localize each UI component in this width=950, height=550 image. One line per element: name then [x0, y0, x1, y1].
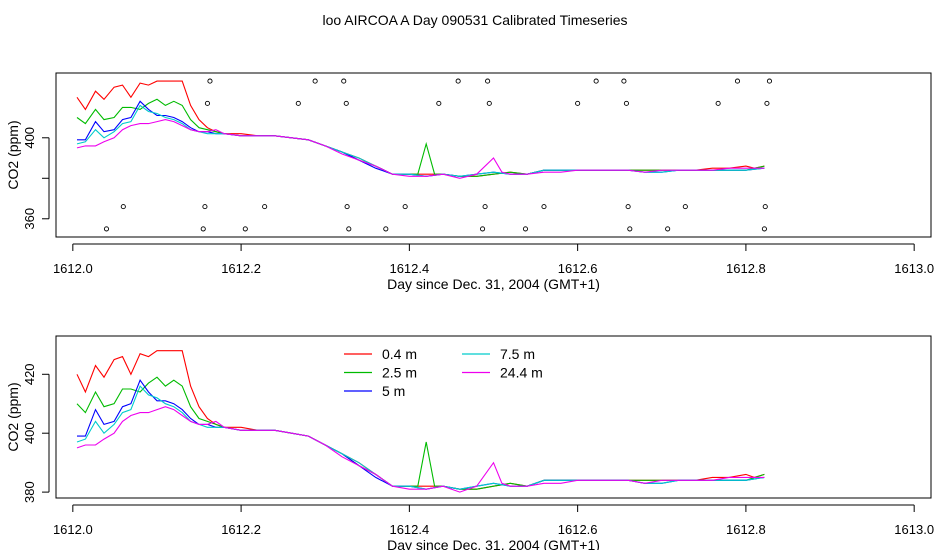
sample-marker — [665, 226, 671, 232]
sample-marker — [762, 204, 768, 210]
x-axis-label: Day since Dec. 31, 2004 (GMT+1) — [387, 537, 600, 550]
series-line — [76, 119, 765, 179]
x-tick-label: 1612.2 — [221, 522, 261, 537]
sample-marker — [103, 226, 110, 232]
sample-marker — [202, 204, 208, 210]
sample-marker — [761, 226, 767, 232]
legend-label: 2.5 m — [382, 365, 417, 381]
sample-marker — [295, 100, 301, 106]
sample-marker — [343, 100, 349, 106]
sample-marker — [766, 78, 773, 84]
plot-frame — [55, 335, 932, 499]
sample-marker — [593, 78, 599, 84]
sample-marker — [764, 100, 770, 106]
x-tick-label: 1612.6 — [558, 261, 598, 276]
y-axis-label: CO2 (ppm) — [5, 382, 21, 451]
x-tick-label: 1612.4 — [389, 261, 429, 276]
sample-marker — [482, 204, 488, 210]
legend-label: 5 m — [382, 383, 405, 399]
x-tick-label: 1612.8 — [726, 522, 766, 537]
x-tick-label: 1613.0 — [894, 261, 934, 276]
sample-marker — [402, 204, 408, 210]
sample-marker — [346, 226, 352, 232]
sample-marker — [436, 100, 442, 106]
sample-marker — [120, 204, 126, 210]
legend-label: 0.4 m — [382, 346, 417, 362]
x-tick-label: 1612.4 — [389, 522, 429, 537]
sample-marker — [625, 204, 631, 210]
x-tick-label: 1612.0 — [53, 261, 93, 276]
sample-marker — [341, 78, 347, 84]
sample-marker — [207, 78, 213, 84]
y-tick-label: 400 — [22, 127, 37, 149]
sample-marker — [383, 226, 389, 232]
x-tick-label: 1613.0 — [894, 522, 934, 537]
sample-marker — [734, 78, 741, 84]
sample-marker — [480, 226, 486, 232]
y-tick-label: 420 — [22, 363, 37, 385]
sample-marker — [522, 226, 529, 232]
x-axis-label: Day since Dec. 31, 2004 (GMT+1) — [387, 276, 600, 292]
y-tick-label: 380 — [22, 481, 37, 503]
legend-label: 7.5 m — [500, 346, 535, 362]
sample-marker — [344, 204, 350, 210]
sample-marker — [204, 100, 210, 106]
series-line — [76, 406, 765, 493]
sample-marker — [715, 100, 721, 106]
chart-title: loo AIRCOA A Day 090531 Calibrated Times… — [322, 12, 628, 28]
sample-marker — [682, 204, 688, 210]
series-line — [76, 98, 765, 177]
x-tick-label: 1612.6 — [558, 522, 598, 537]
sample-marker — [485, 78, 491, 84]
series-line — [76, 376, 765, 490]
y-tick-label: 360 — [22, 208, 37, 230]
sample-marker — [242, 226, 248, 232]
legend-label: 24.4 m — [500, 365, 543, 381]
y-axis-label: CO2 (ppm) — [5, 120, 21, 189]
sample-marker — [455, 78, 461, 84]
sample-marker — [262, 204, 268, 210]
x-tick-label: 1612.0 — [53, 522, 93, 537]
y-tick-label: 400 — [22, 422, 37, 444]
x-tick-label: 1612.8 — [726, 261, 766, 276]
sample-marker — [623, 100, 629, 106]
sample-marker — [621, 78, 627, 84]
plot-frame — [55, 72, 932, 238]
sample-marker — [541, 204, 547, 210]
sample-marker — [575, 100, 581, 106]
sample-marker — [200, 226, 206, 232]
sample-marker — [627, 226, 633, 232]
sample-marker — [312, 78, 318, 84]
x-tick-label: 1612.2 — [221, 261, 261, 276]
sample-marker — [486, 100, 492, 106]
